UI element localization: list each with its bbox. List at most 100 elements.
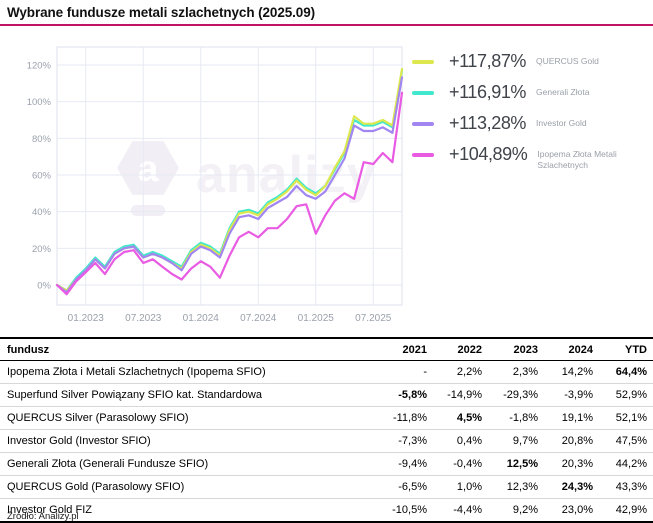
legend-return-value: +116,91% — [449, 82, 527, 102]
title-underline — [0, 24, 653, 26]
table-row: Superfund Silver Powiązany SFIO kat. Sta… — [0, 383, 653, 407]
value-cell: -10,5% — [372, 498, 427, 522]
value-cell: 47,5% — [593, 429, 653, 453]
value-cell: 9,7% — [482, 429, 538, 453]
table-header-2021: 2021 — [372, 338, 427, 361]
y-tick-label: 60% — [32, 171, 52, 182]
value-cell: -9,4% — [372, 452, 427, 476]
value-cell: - — [423, 366, 427, 378]
value-cell: 44,2% — [593, 452, 653, 476]
value-cell: 1,0% — [427, 475, 482, 499]
value-cell: 2,3% — [512, 366, 538, 378]
legend-item-ipopema-z-ota-metali-szlachetnych[interactable]: +104,89% Ipopema Złota Metali Szlachetnyc… — [412, 144, 652, 172]
x-tick-label: 07.2023 — [125, 313, 162, 324]
legend-fund-name: Ipopema Złota Metali Szlachetnych — [537, 149, 617, 171]
value-cell: 0,4% — [427, 429, 482, 453]
value-cell: 24,3% — [538, 475, 593, 499]
value-cell: -29,3% — [482, 383, 538, 407]
performance-line-chart[interactable]: a analizy 0% 20% 40% 60% 80% 100% 120% 01.2023 07.… — [0, 40, 410, 332]
legend-item-investor-gold[interactable]: +113,28% Investor Gold — [412, 113, 652, 134]
table-header-row: fundusz 2021 2022 2023 2024 YTD — [0, 338, 653, 361]
x-tick-label: 01.2024 — [183, 313, 220, 324]
page-title: Wybrane fundusze metali szlachetnych (20… — [7, 5, 316, 20]
watermark-hexagon-icon — [117, 141, 179, 195]
value-cell: 9,2% — [482, 498, 538, 522]
legend-return-value: +113,28% — [449, 113, 527, 133]
table-row: QUERCUS Silver (Parasolowy SFIO) -11,8% 4,… — [0, 406, 653, 430]
value-cell: -7,3% — [372, 429, 427, 453]
value-cell: -6,5% — [372, 475, 427, 499]
table-row: QUERCUS Gold (Parasolowy SFIO) -6,5% 1,0% 1… — [0, 475, 653, 499]
value-cell: -0,4% — [427, 452, 482, 476]
table-header-ytd: YTD — [593, 338, 653, 361]
y-tick-label: 120% — [27, 61, 52, 72]
value-cell: 42,9% — [593, 498, 653, 522]
x-tick-label: 01.2025 — [298, 313, 335, 324]
value-cell: 64,4% — [615, 366, 647, 378]
y-axis-labels: 0% 20% 40% 60% 80% 100% 120% — [27, 61, 52, 292]
watermark-base — [131, 205, 165, 216]
x-tick-label: 07.2025 — [355, 313, 392, 324]
y-tick-label: 40% — [32, 207, 52, 218]
value-cell: 20,3% — [538, 452, 593, 476]
value-cell: -3,9% — [538, 383, 593, 407]
y-tick-label: 20% — [32, 244, 52, 255]
value-cell: -11,8% — [372, 406, 427, 430]
value-cell: 4,5% — [427, 406, 482, 430]
table-row: Investor Gold FIZ -10,5% -4,4% 9,2% 23,0% 42,… — [0, 498, 653, 522]
legend-swatch — [412, 60, 434, 64]
value-cell: -4,4% — [427, 498, 482, 522]
table-header-2024: 2024 — [538, 338, 593, 361]
y-tick-label: 80% — [32, 134, 52, 145]
table-header-2022: 2022 — [427, 338, 482, 361]
legend-swatch — [412, 122, 434, 126]
y-tick-label: 0% — [37, 281, 51, 292]
source-note: Źródło: Analizy.pl — [7, 511, 79, 522]
value-cell: 2,2% — [456, 366, 482, 378]
table-row: Investor Gold (Investor SFIO) -7,3% 0,4% 9,… — [0, 429, 653, 453]
legend-return-value: +117,87% — [449, 51, 527, 71]
x-tick-label: 01.2023 — [68, 313, 105, 324]
returns-table-container: fundusz 2021 2022 2023 2024 YTD Ipopema … — [0, 337, 653, 523]
value-cell: 14,2% — [561, 366, 593, 378]
series-line-ipopema-z-ota-metali-szlachetnych — [55, 91, 404, 296]
fund-name-cell: Ipopema Złota i Metali Szlachetnych (Ipo… — [7, 366, 266, 378]
legend-item-quercus-gold[interactable]: +117,87% QUERCUS Gold — [412, 51, 652, 72]
chart-legend: +117,87% QUERCUS Gold +116,91% Generali Zło… — [412, 51, 652, 182]
value-cell: -5,8% — [372, 383, 427, 407]
value-cell: 12,3% — [482, 475, 538, 499]
x-tick-label: 07.2024 — [240, 313, 277, 324]
legend-item-generali-z-ota[interactable]: +116,91% Generali Złota — [412, 82, 652, 103]
table-header-fund: fundusz — [0, 338, 372, 361]
value-cell: 43,3% — [593, 475, 653, 499]
value-cell: -1,8% — [482, 406, 538, 430]
value-cell: 19,1% — [538, 406, 593, 430]
fund-name-cell: Investor Gold FIZ — [0, 498, 372, 522]
value-cell: -14,9% — [427, 383, 482, 407]
plot-border — [56, 46, 403, 306]
value-cell: 12,5% — [482, 452, 538, 476]
legend-swatch — [412, 153, 434, 157]
fund-name-cell: QUERCUS Silver (Parasolowy SFIO) — [0, 406, 372, 430]
x-axis-labels: 01.2023 07.2023 01.2024 07.2024 01.2025 07.20… — [68, 313, 392, 324]
table-header-2023: 2023 — [482, 338, 538, 361]
fund-name-cell: Generali Złota (Generali Fundusze SFIO) — [0, 452, 372, 476]
legend-fund-name: QUERCUS Gold — [536, 56, 599, 66]
legend-fund-name: Generali Złota — [536, 87, 590, 97]
fund-name-cell: Superfund Silver Powiązany SFIO kat. Sta… — [0, 383, 372, 407]
legend-return-value: +104,89% — [449, 144, 528, 164]
fund-name-cell: Investor Gold (Investor SFIO) — [0, 429, 372, 453]
legend-fund-name: Investor Gold — [536, 118, 587, 128]
table-row: Generali Złota (Generali Fundusze SFIO) -… — [0, 452, 653, 476]
value-cell: 52,1% — [593, 406, 653, 430]
watermark-letter: a — [138, 148, 159, 189]
legend-swatch — [412, 91, 434, 95]
returns-table: fundusz 2021 2022 2023 2024 YTD Ipopema … — [0, 337, 653, 523]
fund-name-cell: QUERCUS Gold (Parasolowy SFIO) — [0, 475, 372, 499]
y-tick-label: 100% — [27, 97, 52, 108]
value-cell: 20,8% — [538, 429, 593, 453]
watermark-analizy-logo: a analizy — [117, 141, 375, 216]
value-cell: 23,0% — [538, 498, 593, 522]
value-cell: 52,9% — [593, 383, 653, 407]
series-line-investor-gold — [55, 76, 404, 294]
